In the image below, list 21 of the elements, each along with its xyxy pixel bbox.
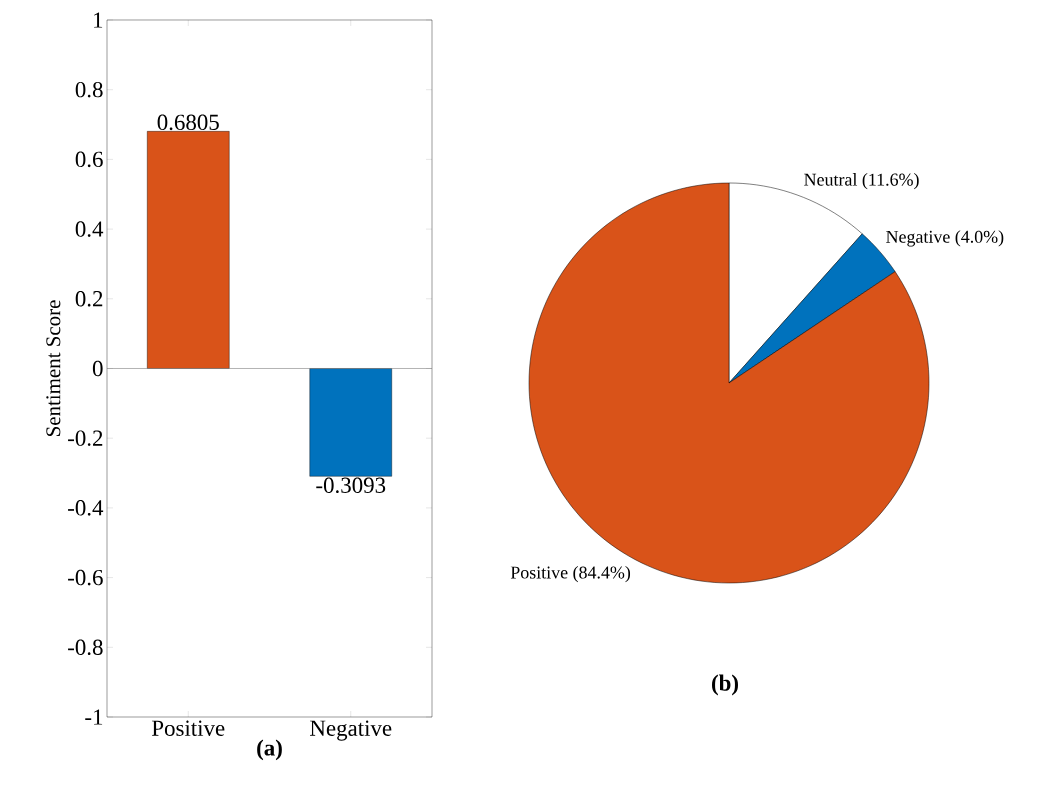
x-tick-label: Negative <box>310 720 392 741</box>
slice-label: Positive (84.4%) <box>510 565 631 583</box>
y-tick-label: -0.2 <box>68 430 103 446</box>
y-tick-label: 0.2 <box>75 291 103 307</box>
y-tick-label: 1 <box>94 12 103 28</box>
y-tick-label: 0.4 <box>75 221 104 237</box>
slice-label: Negative (4.0%) <box>886 230 1004 247</box>
y-tick-label: -0.6 <box>68 569 103 586</box>
data-label: 0.6805 <box>157 114 219 131</box>
y-tick-label: -1 <box>85 709 103 725</box>
y-tick-label: 0.8 <box>75 81 103 98</box>
data-label: -0.3093 <box>316 477 386 494</box>
x-axis-title: (a) <box>257 739 282 761</box>
y-tick-label: -0.4 <box>68 500 104 516</box>
y-tick-label: 0.6 <box>75 151 103 168</box>
y-tick-label: -0.8 <box>68 639 103 656</box>
y-axis-title: Sentiment Score <box>46 300 61 436</box>
y-tick-label: 0 <box>92 360 103 377</box>
x-tick-label: Positive <box>151 720 225 736</box>
slice-label: Neutral (11.6%) <box>804 173 919 190</box>
text: (b) <box>712 674 738 696</box>
